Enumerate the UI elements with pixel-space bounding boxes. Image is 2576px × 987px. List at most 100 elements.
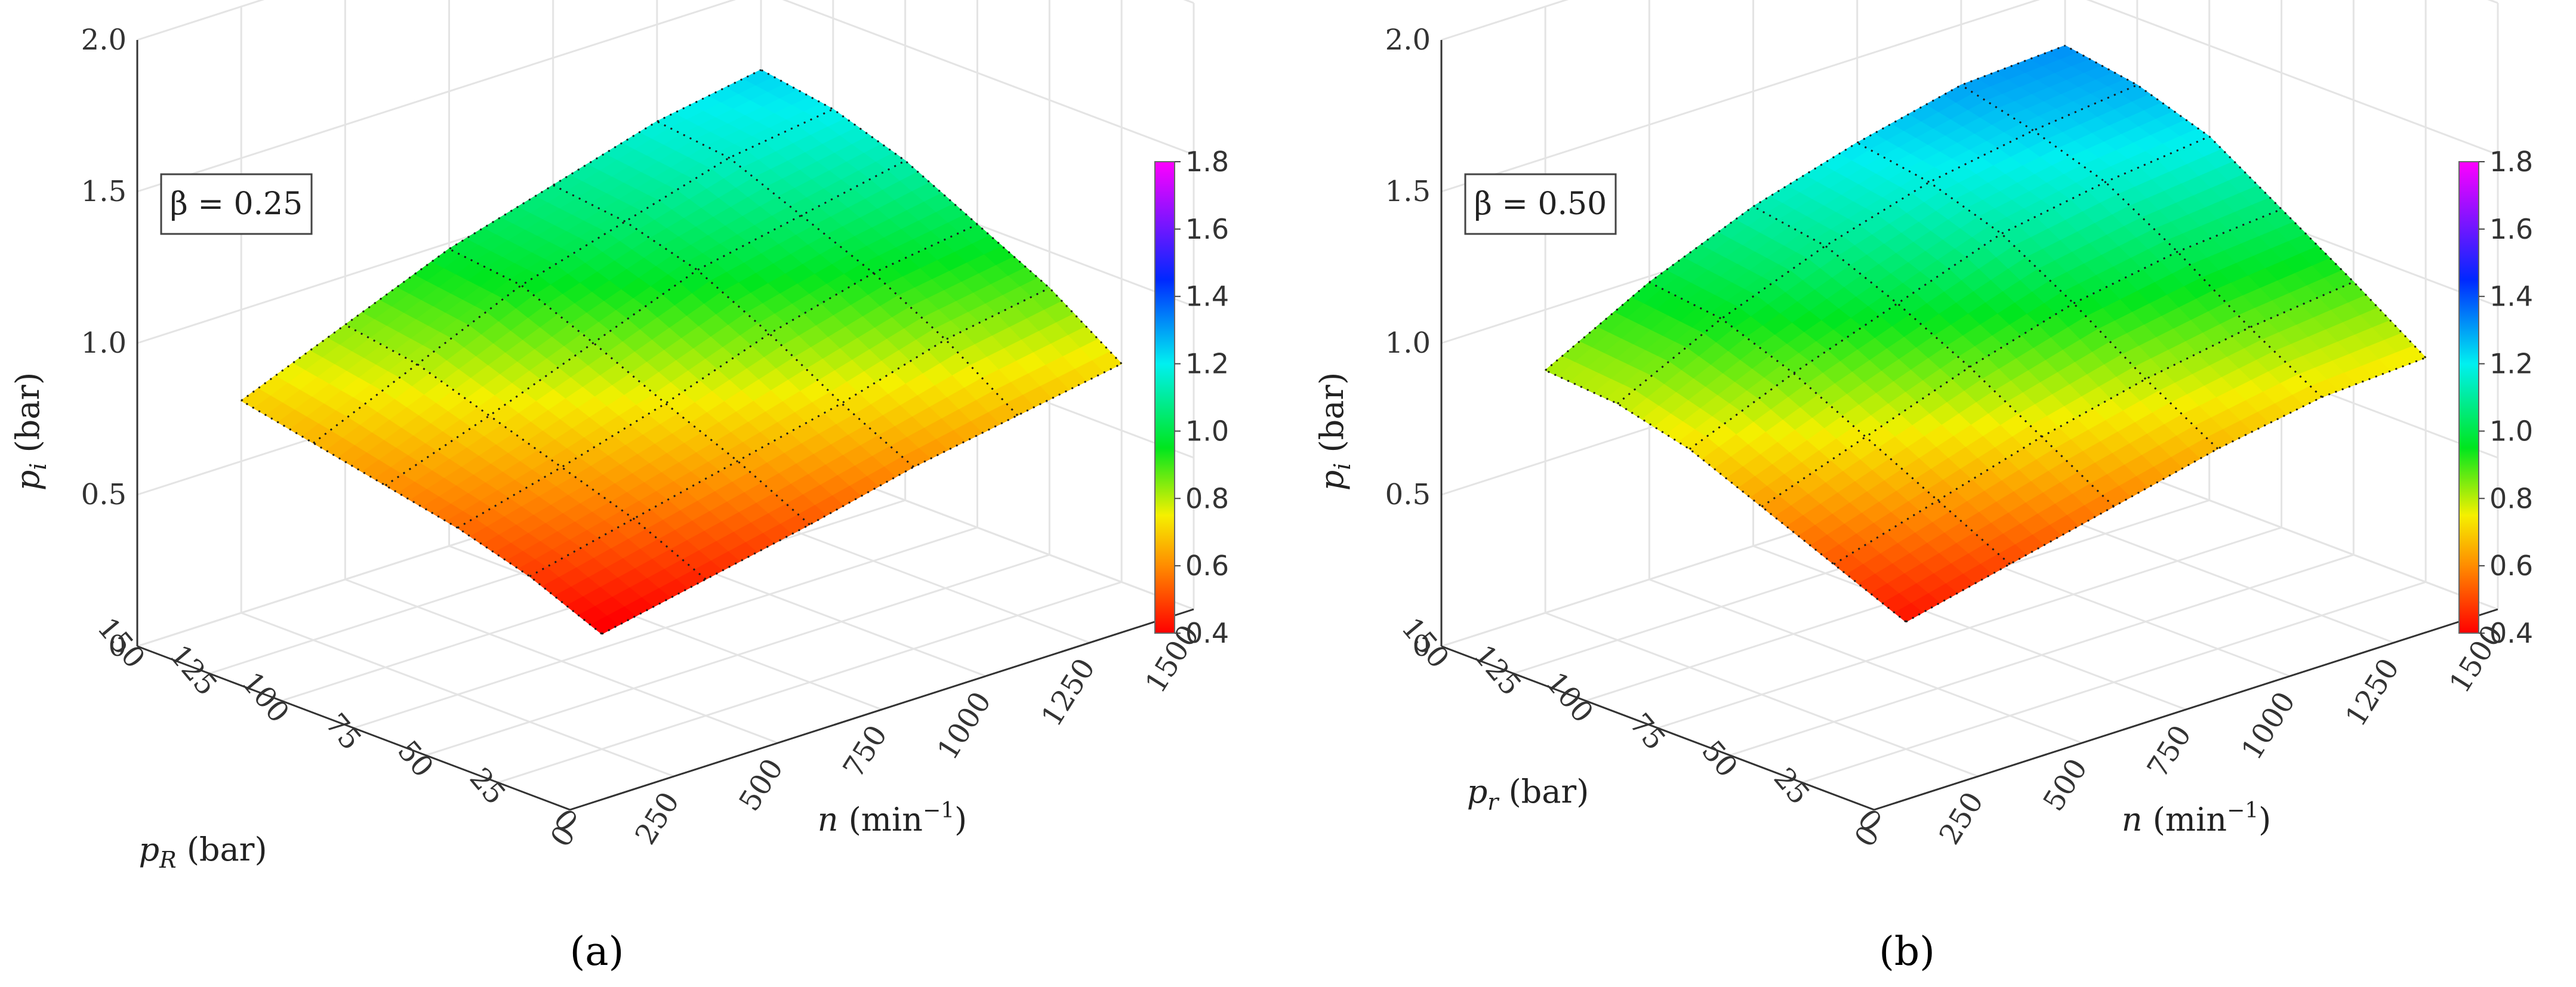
colorbar-tick-label: 1.8	[1185, 146, 1229, 178]
wall-gridline	[1441, 0, 1569, 41]
z-tick-label: 1.5	[1385, 175, 1431, 208]
y-tick-label: 100	[235, 666, 296, 729]
mesh-line	[344, 323, 707, 580]
z-tick-label: 0.5	[81, 478, 127, 511]
annotation-box	[1464, 173, 1617, 235]
colorbar-tick-label: 1.6	[2489, 213, 2533, 245]
x-tick-label: 500	[2036, 753, 2094, 817]
z-tick-label: 1.0	[1385, 326, 1431, 360]
surface-patch	[535, 184, 566, 203]
colorbar-tick-label: 1.0	[1185, 415, 1229, 447]
x-tick-label: 750	[2141, 720, 2198, 784]
z-tick-label: 1.5	[81, 175, 127, 208]
colorbar-tick-label: 0.8	[1185, 482, 1229, 514]
wall-gridline	[2086, 0, 2498, 156]
x-tick-label: 1250	[2339, 653, 2406, 732]
colorbar	[1154, 161, 1175, 634]
y-tick-label: 75	[1623, 707, 1672, 757]
mesh-line	[1648, 281, 2011, 565]
x-tick-label: 1000	[931, 686, 998, 766]
floor-gridline	[425, 554, 1050, 757]
z-axis-label: pi (bar)	[1313, 372, 1355, 491]
y-tick-label: 50	[391, 735, 440, 784]
annotation-text: β = 0.50	[1474, 186, 1607, 222]
colorbar-tick-label: 1.4	[2489, 280, 2533, 313]
y-axis-label: pr (bar)	[1467, 773, 1589, 815]
mesh-line	[448, 248, 811, 526]
surface-patch	[431, 248, 463, 269]
x-axis-label: n (min−1)	[2122, 798, 2271, 838]
surface-patch	[1735, 206, 1767, 226]
floor-gridline	[353, 526, 978, 729]
y-tick-label: 150	[1395, 612, 1456, 675]
wall-gridline	[782, 0, 1194, 156]
annotation-text: β = 0.25	[170, 186, 303, 222]
x-tick-label: 1000	[2235, 686, 2302, 766]
surface-patch	[639, 121, 670, 139]
colorbar-tick-label: 0.4	[1185, 617, 1229, 649]
floor-gridline	[1657, 526, 2282, 729]
y-axis-line	[1441, 645, 1875, 811]
y-tick-label: 100	[1539, 666, 1600, 729]
colorbar-tick-label: 1.4	[1185, 280, 1229, 313]
z-axis-label: pi (bar)	[9, 372, 51, 491]
z-tick-label: 0	[1412, 630, 1431, 663]
colorbar-tick-label: 1.2	[2489, 348, 2533, 380]
x-tick-label: 750	[837, 720, 894, 784]
mesh-line	[552, 184, 914, 468]
colorbar-tick-label: 0.8	[2489, 482, 2533, 514]
floor-gridline	[1729, 554, 2354, 757]
wall-gridline	[137, 0, 737, 193]
y-tick-label: 75	[319, 707, 368, 757]
x-axis-line	[1874, 608, 2498, 811]
z-tick-label: 0.5	[1385, 478, 1431, 511]
mesh-line	[1688, 135, 2210, 450]
x-tick-label: 1250	[1035, 653, 1102, 732]
mesh-line	[1752, 205, 2115, 507]
y-tick-label: 150	[91, 612, 152, 675]
z-tick-label: 2.0	[1385, 23, 1431, 57]
mesh-line	[1833, 281, 2354, 565]
mesh-line	[760, 69, 1123, 365]
colorbar-tick-label: 1.2	[1185, 348, 1229, 380]
mesh-line	[2065, 45, 2427, 359]
surface-patch	[1943, 84, 1974, 103]
mesh-line	[657, 121, 1019, 417]
mesh-line	[457, 223, 978, 529]
colorbar-tick-label: 1.0	[2489, 415, 2533, 447]
panel-label: (a)	[570, 929, 624, 974]
x-axis-line	[569, 608, 1194, 811]
x-axis-label: n (min−1)	[818, 798, 967, 838]
surface	[240, 69, 1123, 635]
z-tick-label: 1.0	[81, 326, 127, 360]
x-tick-label: 250	[628, 786, 686, 850]
mesh-line	[1545, 369, 1907, 623]
y-axis-line	[137, 645, 571, 811]
z-tick-label: 2.0	[81, 23, 127, 57]
x-tick-label: 500	[732, 753, 790, 817]
z-tick-label: 0	[108, 630, 127, 663]
colorbar-tick-label: 0.6	[1185, 550, 1229, 582]
annotation-box	[160, 173, 313, 235]
surface	[1544, 45, 2427, 623]
y-tick-label: 25	[463, 761, 512, 811]
mesh-line	[384, 160, 906, 486]
colorbar-tick-label: 0.4	[2489, 617, 2533, 649]
floor-gridline	[497, 581, 1122, 784]
panel-label: (b)	[1879, 929, 1935, 974]
colorbar-tick-label: 1.8	[2489, 146, 2533, 178]
y-axis-label: pR (bar)	[138, 831, 267, 873]
colorbar	[2458, 161, 2479, 634]
y-tick-label: 125	[163, 639, 224, 702]
y-tick-label: 25	[1767, 761, 1816, 811]
x-tick-label: 250	[1933, 786, 1990, 850]
y-tick-label: 125	[1467, 639, 1528, 702]
mesh-line	[1545, 45, 2066, 371]
y-tick-label: 50	[1695, 735, 1744, 784]
floor-gridline	[1801, 581, 2426, 784]
wall-gridline	[1441, 0, 2041, 193]
mesh-line	[313, 108, 834, 444]
